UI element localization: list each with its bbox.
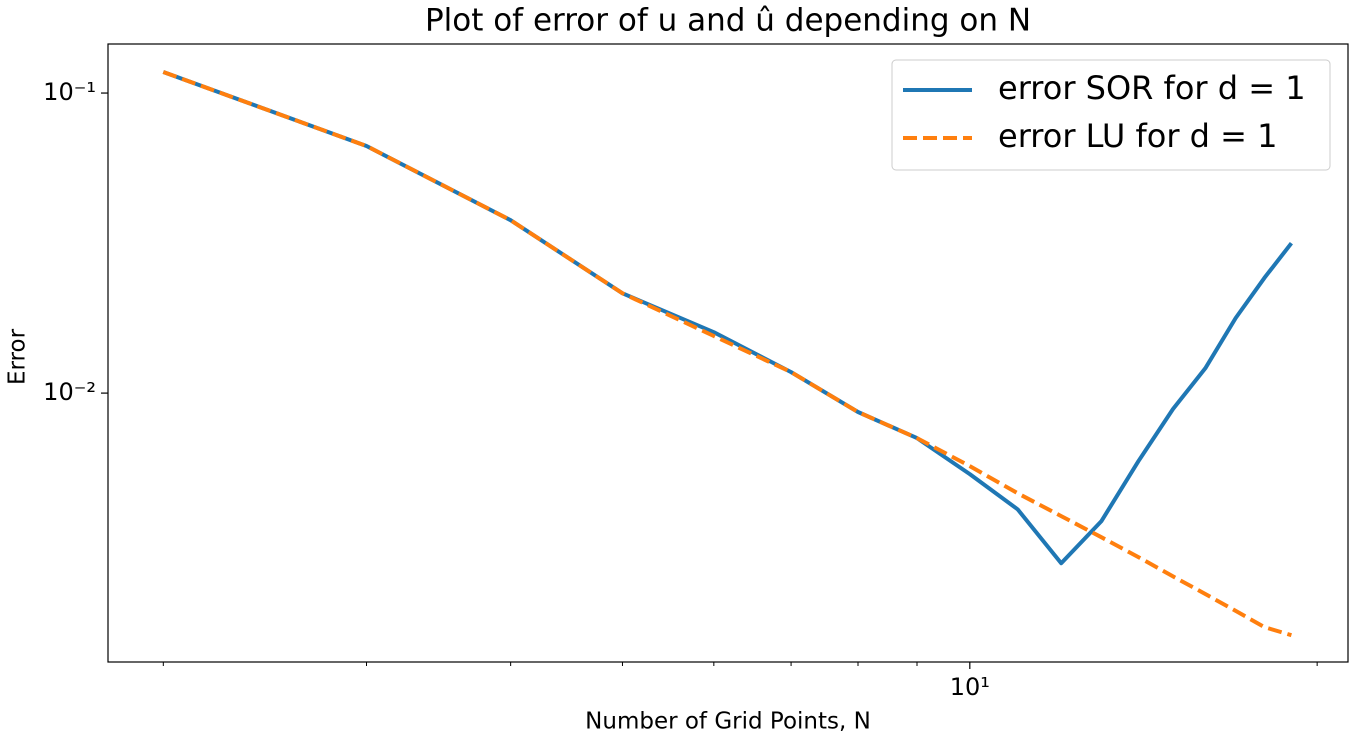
legend-label: error LU for d = 1: [998, 117, 1277, 155]
legend-label: error SOR for d = 1: [998, 69, 1306, 107]
chart-title: Plot of error of u and û depending on N: [425, 3, 1031, 39]
x-tick-label: 10¹: [950, 673, 990, 701]
y-tick-label: 10⁻²: [43, 378, 96, 406]
y-axis-label: Error: [5, 328, 31, 385]
plot-frame: [107, 43, 1349, 663]
x-axis-label: Number of Grid Points, N: [585, 709, 871, 735]
legend-box: [891, 59, 1331, 171]
y-tick-label: 10⁻¹: [43, 78, 96, 106]
legend: error SOR for d = 1 error LU for d = 1: [891, 59, 1331, 171]
data-line: [162, 70, 1292, 638]
